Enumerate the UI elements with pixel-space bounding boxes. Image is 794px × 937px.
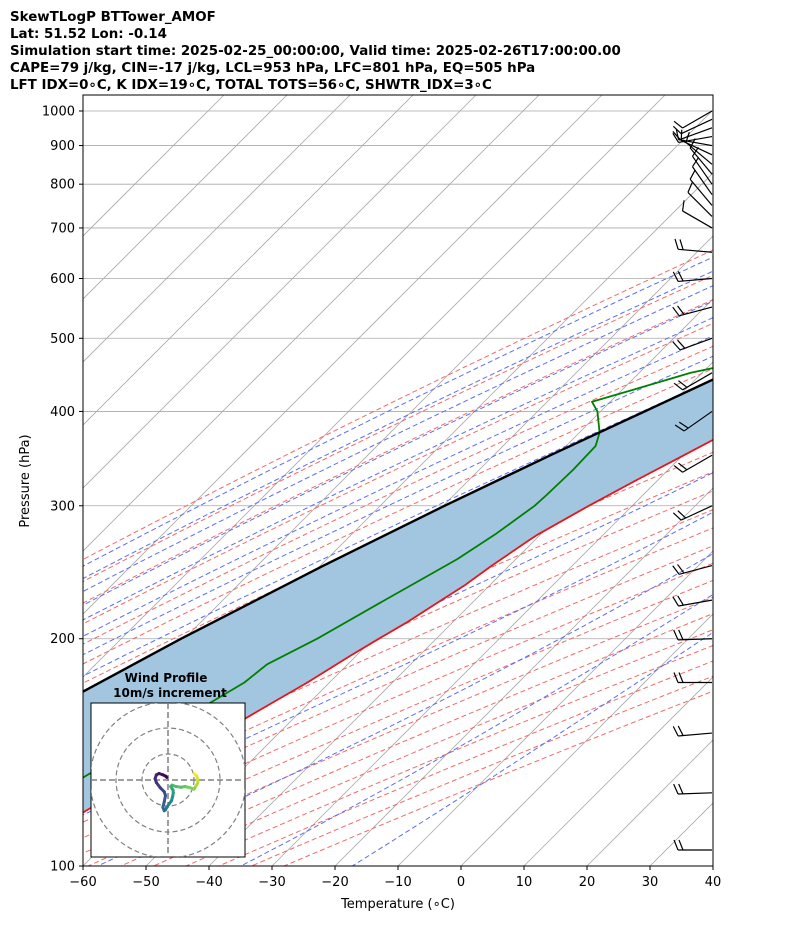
wind-barb [673, 454, 713, 473]
x-tick-label: −10 [384, 875, 411, 890]
y-tick-label: 800 [50, 178, 75, 193]
wind-barb [673, 629, 713, 641]
chart-header: SkewTLogP BTTower_AMOF Lat: 51.52 Lon: -… [10, 9, 621, 94]
wind-barb [673, 672, 712, 684]
moist-adiabat-line [83, 335, 713, 637]
moist-adiabat-line [83, 378, 713, 677]
wind-barb [672, 564, 713, 575]
moist-adiabat-line [83, 256, 713, 567]
wind-barb [673, 110, 713, 129]
y-tick-label: 900 [50, 139, 75, 154]
x-tick-label: 40 [705, 875, 722, 890]
indices-line: LFT IDX=0∘C, K IDX=19∘C, TOTAL TOTS=56∘C… [10, 78, 492, 93]
y-tick-label: 1000 [42, 104, 75, 119]
isotherm-line [334, 487, 713, 866]
moist-adiabat-line [83, 355, 713, 656]
chart-title: SkewTLogP BTTower_AMOF [10, 10, 216, 25]
moist-adiabat-line [83, 285, 713, 593]
wind-barb [672, 595, 713, 607]
y-tick-label: 300 [50, 499, 75, 514]
wind-barb [674, 238, 713, 253]
wind-barb [685, 132, 713, 165]
moist-adiabat-line [83, 300, 713, 606]
y-tick-label: 600 [50, 272, 75, 287]
dry-adiabat-line [83, 299, 713, 604]
x-tick-label: 20 [579, 875, 596, 890]
y-axis-label: Pressure (hPa) [18, 434, 33, 527]
wind-barb [689, 169, 713, 206]
isotherm-line [83, 95, 288, 300]
y-tick-label: 200 [50, 632, 75, 647]
moist-adiabat-line [83, 317, 713, 621]
x-tick-label: −40 [195, 875, 222, 890]
hodograph-subtitle: 10m/s increment [113, 686, 227, 700]
wind-barb [672, 271, 713, 283]
wind-barb [672, 505, 713, 521]
x-axis-label: Temperature (∘C) [340, 897, 455, 912]
dewpoint-profile-line [83, 367, 713, 779]
isotherm-line [397, 550, 713, 866]
wind-barb [673, 372, 713, 391]
dry-adiabat-line [83, 345, 713, 645]
time-line: Simulation start time: 2025-02-25_00:00:… [10, 44, 621, 59]
dry-adiabat-line [83, 368, 713, 665]
x-tick-label: 10 [516, 875, 533, 890]
isotherm-line [83, 95, 351, 363]
location-line: Lat: 51.52 Lon: -0.14 [10, 27, 167, 42]
isotherm-line [460, 613, 713, 866]
y-tick-label: 400 [50, 405, 75, 420]
wind-barb [673, 783, 713, 795]
isotherm-line [83, 95, 477, 489]
wind-barb [673, 839, 712, 851]
y-tick-label: 500 [50, 332, 75, 347]
moist-adiabat-line [97, 553, 713, 866]
wind-barb [687, 182, 713, 217]
wind-barb [681, 200, 713, 229]
isotherm-line [649, 802, 713, 866]
hodograph-title: Wind Profile [125, 671, 208, 685]
isotherm-line [271, 424, 713, 866]
cape-line: CAPE=79 j/kg, CIN=-17 j/kg, LCL=953 hPa,… [10, 61, 536, 76]
y-tick-label: 700 [50, 221, 75, 236]
isotherm-line [83, 95, 225, 237]
x-tick-label: 30 [642, 875, 659, 890]
x-tick-label: −20 [321, 875, 348, 890]
x-tick-label: −60 [69, 875, 96, 890]
isotherm-line [83, 95, 540, 552]
hodograph-inset: Wind Profile 10m/s increment [90, 671, 246, 858]
wind-barb [672, 305, 713, 317]
isotherm-line [83, 95, 666, 678]
isotherm-line [523, 676, 713, 866]
parcel-profile-line [83, 378, 713, 694]
wind-barb [672, 127, 713, 141]
wind-barb [672, 337, 713, 351]
x-tick-label: −50 [132, 875, 159, 890]
hodograph-segment [164, 774, 169, 779]
isotherm-line [83, 95, 603, 615]
moist-adiabat-line [83, 511, 713, 816]
wind-barb [691, 157, 713, 195]
dry-adiabat-line [83, 527, 713, 807]
y-tick-label: 100 [50, 860, 75, 875]
wind-barb [674, 410, 713, 432]
dry-adiabat-line [83, 249, 713, 561]
wind-barb [689, 138, 713, 175]
isotherm-line [83, 95, 414, 426]
moist-adiabat-line [83, 270, 713, 580]
temperature-profile-line [83, 438, 713, 814]
wind-barb [672, 725, 713, 737]
wind-barb [675, 128, 713, 147]
x-tick-label: 0 [457, 875, 465, 890]
wind-barb [672, 118, 713, 135]
dry-adiabat-line [83, 490, 713, 774]
isotherm-line [712, 865, 713, 866]
x-tick-label: −30 [258, 875, 285, 890]
